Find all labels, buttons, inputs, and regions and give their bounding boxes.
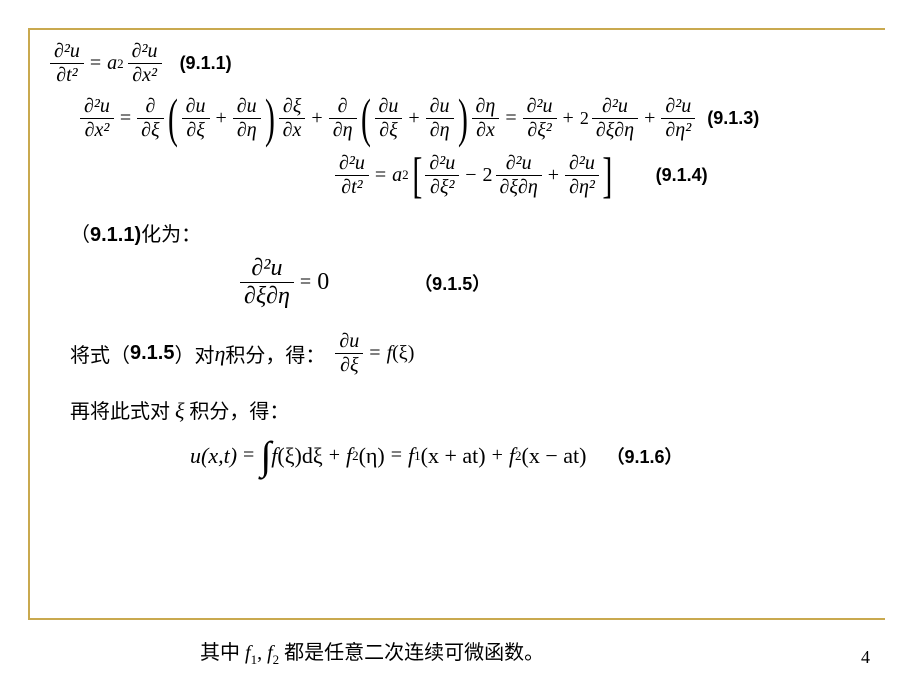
text-line-3: 再将此式对 ξ 积分，得：: [70, 395, 885, 424]
equation-9-1-5: ∂²u∂ξ∂η = 0 （9.1.5）: [240, 255, 885, 310]
footer-text: 其中 f1, f2 都是任意二次连续可微函数。: [200, 636, 544, 668]
eq5-lhsn: ∂²u: [240, 255, 294, 282]
eq3-t6bn: ∂u: [426, 95, 454, 118]
eq4-coefsup: 2: [402, 167, 409, 183]
eq3-t2n: ∂: [137, 95, 163, 118]
eq3-label: (9.1.3): [707, 108, 759, 129]
eqint1-arg: (ξ): [392, 342, 414, 365]
line2-var: η: [214, 341, 225, 367]
eq6-intarg: (ξ)dξ: [277, 443, 322, 469]
eq3-t9c: 2: [580, 108, 589, 129]
eq3-t1n: ∂²u: [80, 95, 114, 118]
line2-mid: ）对: [174, 339, 214, 368]
eq3-t3bn: ∂u: [233, 95, 261, 118]
equation-9-1-3: ∂²u∂x² = ∂∂ξ ( ∂u∂ξ + ∂u∂η ) ∂ξ∂x + ∂∂η …: [80, 95, 885, 142]
eq3-t4d: ∂x: [279, 118, 306, 142]
eq1-rhs-num: ∂²u: [128, 40, 162, 63]
eq4-b1d: ∂ξ²: [425, 175, 459, 199]
eq3-t5d: ∂η: [329, 118, 357, 142]
eq3-t1d: ∂x²: [80, 118, 114, 142]
eq4-b3n: ∂²u: [565, 152, 599, 175]
eq3-t2d: ∂ξ: [137, 118, 163, 142]
text-line-1: （9.1.1)化为：: [70, 218, 885, 247]
footer-suffix: 都是任意二次连续可微函数。: [284, 642, 544, 664]
footer-f2sub: 2: [273, 652, 280, 667]
eq4-lhsd: ∂t²: [335, 175, 369, 199]
eq1-rhs-den: ∂x²: [128, 63, 162, 87]
eq1-coef: a: [107, 52, 117, 75]
eq6-f1barg: (x + at): [421, 443, 486, 469]
eq4-b2d: ∂ξ∂η: [496, 175, 542, 199]
eq6-f2barg: (x − at): [522, 443, 587, 469]
line3-var: ξ: [175, 398, 184, 423]
eq3-t10d: ∂η²: [661, 118, 695, 142]
eq5-label: （9.1.5）: [414, 270, 490, 296]
eq3-t4n: ∂ξ: [279, 95, 306, 118]
equation-9-1-6: u(x,t) = ∫ f(ξ)dξ + f2(η) = f1(x + at) +…: [190, 432, 885, 479]
eq3-t9d: ∂ξ∂η: [592, 118, 638, 142]
eq3-t9n: ∂²u: [592, 95, 638, 118]
eqint1-lhsd: ∂ξ: [335, 353, 363, 377]
eq4-b3d: ∂η²: [565, 175, 599, 199]
equation-9-1-1: ∂²u∂t² = a2 ∂²u∂x² (9.1.1): [50, 40, 885, 87]
footer-prefix: 其中: [200, 642, 245, 664]
eq3-t6bd: ∂η: [426, 118, 454, 142]
page-number: 4: [861, 647, 870, 668]
eq3-t8n: ∂²u: [523, 95, 557, 118]
eq3-t3bd: ∂η: [233, 118, 261, 142]
eq3-t10n: ∂²u: [661, 95, 695, 118]
line1-suffix: 化为：: [141, 224, 201, 246]
eq4-label: (9.1.4): [656, 165, 708, 186]
eq6-f2arg: (η): [359, 443, 385, 469]
eq5-lhsd: ∂ξ∂η: [240, 282, 294, 310]
eq4-coef: a: [392, 164, 402, 187]
line1-prefix: （: [70, 224, 90, 246]
eq6-label: （9.1.6）: [606, 443, 682, 469]
eq3-t8d: ∂ξ²: [523, 118, 557, 142]
eq3-t7n: ∂η: [472, 95, 500, 118]
eq3-t6ad: ∂ξ: [375, 118, 403, 142]
line2-suffix: 积分，得：: [225, 339, 325, 368]
eq3-t3an: ∂u: [182, 95, 210, 118]
footer-comma: ,: [257, 642, 267, 664]
equation-9-1-4: ∂²u∂t² = a2 [ ∂²u∂ξ² − 2 ∂²u∂ξ∂η + ∂²u∂η…: [335, 150, 885, 200]
line2-ref: 9.1.5: [130, 342, 174, 365]
eq1-lhs-den: ∂t²: [50, 63, 84, 87]
eq6-lhs: u(x,t): [190, 443, 237, 469]
text-line-2: 将式（9.1.5）对 η 积分，得： ∂u∂ξ = f(ξ): [70, 330, 885, 377]
eq3-t3ad: ∂ξ: [182, 118, 210, 142]
line1-ref: 9.1.1): [90, 224, 141, 246]
eq4-b2n: ∂²u: [496, 152, 542, 175]
eq3-t7d: ∂x: [472, 118, 500, 142]
eq5-rhs: 0: [317, 269, 329, 296]
eq4-b1n: ∂²u: [425, 152, 459, 175]
slide-content: ∂²u∂t² = a2 ∂²u∂x² (9.1.1) ∂²u∂x² = ∂∂ξ …: [35, 30, 885, 479]
eq1-coef-sup: 2: [117, 56, 124, 72]
eq1-label: (9.1.1): [180, 53, 232, 74]
slide-border-bottom: [28, 618, 885, 620]
eq3-t6an: ∂u: [375, 95, 403, 118]
line2-prefix: 将式（: [70, 339, 130, 368]
eq4-b2c: 2: [483, 164, 493, 187]
eqint1-lhsn: ∂u: [335, 330, 363, 353]
eq1-lhs-num: ∂²u: [50, 40, 84, 63]
line3-prefix: 再将此式对: [70, 401, 175, 423]
eq4-lhsn: ∂²u: [335, 152, 369, 175]
line3-suffix: 积分，得：: [189, 401, 289, 423]
eq3-t5n: ∂: [329, 95, 357, 118]
slide-border-left: [28, 28, 30, 620]
